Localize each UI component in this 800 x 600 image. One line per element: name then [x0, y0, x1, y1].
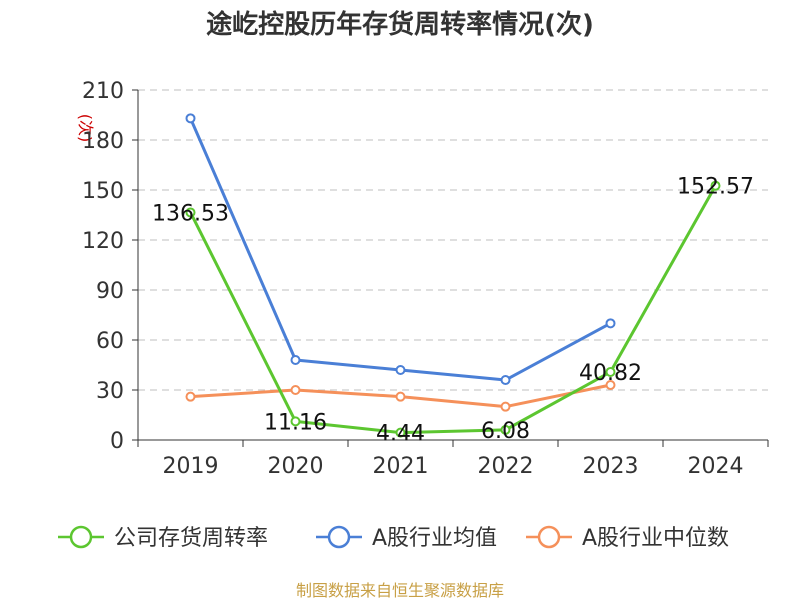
data-point-1: [500, 375, 511, 385]
source-note: 制图数据来自恒生聚源数据库: [296, 581, 504, 600]
data-point-0: [395, 427, 406, 438]
legend: 公司存货周转率 A股行业均值 A股行业中位数: [58, 525, 729, 551]
data-point-0: [185, 207, 196, 218]
legend-label: 公司存货周转率: [114, 526, 268, 551]
data-point-1: [290, 355, 301, 365]
x-tick-label: 2022: [478, 454, 534, 479]
data-point-2: [290, 385, 301, 395]
data-point-2: [185, 391, 196, 402]
y-tick-label: 120: [82, 229, 124, 254]
data-label: 152.57: [677, 175, 754, 200]
y-axis-unit: (次): [76, 114, 95, 143]
data-label: 11.16: [264, 410, 327, 435]
legend-marker: [327, 525, 351, 549]
data-point-2: [500, 401, 511, 412]
x-tick-label: 2021: [373, 454, 429, 479]
legend-item[interactable]: A股行业均值: [316, 525, 497, 551]
grid-lines: [138, 89, 768, 391]
data-label: 136.53: [152, 201, 229, 226]
data-point-0: [710, 180, 721, 191]
data-point-1: [185, 113, 196, 124]
data-point-0: [605, 366, 616, 377]
y-tick-label: 90: [96, 279, 124, 304]
data-point-2: [395, 391, 406, 402]
legend-item[interactable]: 公司存货周转率: [58, 525, 268, 551]
legend-marker: [537, 525, 561, 549]
chart-title: 途屹控股历年存货周转率情况(次): [206, 9, 594, 40]
legend-marker: [69, 525, 93, 549]
legend-label: A股行业均值: [372, 526, 497, 551]
axes: 0 30 60 90 120 150 180 210 2019 2020 2021 2022 2023 2…: [82, 79, 769, 479]
data-point-2: [605, 380, 616, 390]
data-point-0: [290, 416, 301, 427]
x-tick-label: 2024: [688, 454, 744, 479]
x-tick-label: 2019: [163, 454, 219, 479]
y-tick-label: 60: [96, 329, 124, 354]
data-point-1: [395, 365, 406, 375]
legend-item[interactable]: A股行业中位数: [526, 525, 729, 551]
data-label: 4.44: [376, 422, 425, 447]
data-label: 6.08: [481, 419, 530, 444]
series-lines: [185, 113, 721, 438]
x-tick-label: 2020: [268, 454, 324, 479]
legend-label: A股行业中位数: [582, 526, 729, 551]
y-tick-label: 0: [110, 429, 124, 454]
x-tick-label: 2023: [583, 454, 639, 479]
data-point-0: [500, 424, 511, 435]
y-tick-label: 210: [82, 79, 124, 104]
data-point-1: [605, 318, 616, 329]
y-tick-label: 30: [96, 379, 124, 404]
data-labels: 136.53 11.16 4.44 6.08 40.82 152.57: [152, 175, 754, 447]
series-line-0: [189, 184, 717, 435]
y-tick-label: 150: [82, 179, 124, 204]
y-tick-label: 180: [82, 129, 124, 154]
data-label: 40.82: [579, 361, 642, 386]
